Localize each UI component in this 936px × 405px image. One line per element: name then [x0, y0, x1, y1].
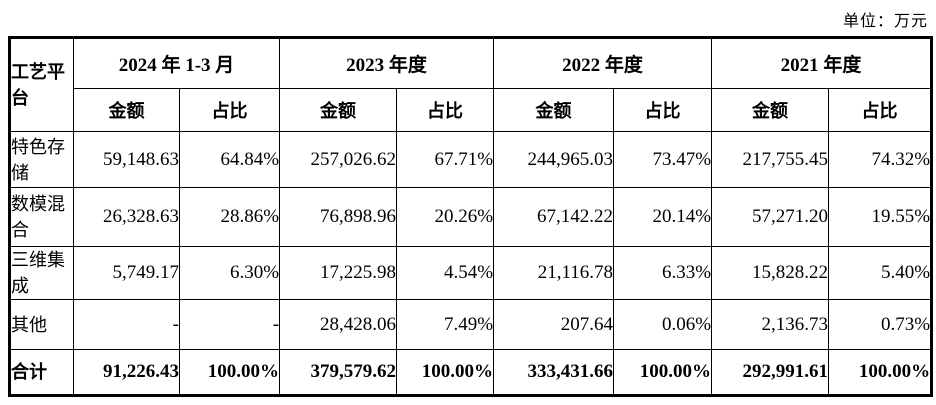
row-label-total: 合计 — [9, 349, 74, 396]
amount-cell: 67,142.22 — [493, 187, 615, 247]
col-group-2024: 2024 年 1-3 月 — [72, 37, 281, 89]
percent-cell: 73.47% — [613, 131, 713, 188]
row-label: 其他 — [9, 299, 74, 350]
percent-cell: 20.14% — [613, 187, 713, 247]
table-row-mixed-signal: 数模混合 26,328.63 28.86% 76,898.96 20.26% 6… — [9, 187, 933, 247]
col-subheader-amount-2024: 金额 — [73, 88, 180, 132]
amount-cell: 17,225.98 — [279, 246, 398, 300]
amount-cell: 28,428.06 — [279, 299, 398, 350]
col-subheader-ratio-2022: 占比 — [613, 88, 713, 132]
amount-cell: 2,136.73 — [711, 299, 830, 350]
percent-cell: 100.00% — [613, 349, 713, 396]
table-row-3d-integration: 三维集成 5,749.17 6.30% 17,225.98 4.54% 21,1… — [9, 246, 933, 300]
amount-cell: 257,026.62 — [279, 131, 398, 188]
amount-cell: 59,148.63 — [73, 131, 180, 188]
amount-cell: 379,579.62 — [279, 349, 398, 396]
col-group-2022: 2022 年度 — [493, 37, 713, 89]
col-subheader-ratio-2021: 占比 — [828, 88, 933, 132]
amount-cell: 15,828.22 — [711, 246, 830, 300]
col-group-2021: 2021 年度 — [711, 37, 933, 89]
percent-cell: 20.26% — [396, 187, 495, 247]
percent-cell: 0.73% — [828, 299, 933, 350]
percent-cell: 100.00% — [396, 349, 495, 396]
amount-cell: 5,749.17 — [73, 246, 180, 300]
unit-label: 单位：万元 — [842, 13, 928, 30]
percent-cell: 64.84% — [178, 131, 281, 188]
amount-cell: 21,116.78 — [493, 246, 615, 300]
header-row-measures: 金额 占比 金额 占比 金额 占比 金额 占比 — [10, 88, 933, 132]
col-subheader-amount-2023: 金额 — [279, 88, 398, 132]
row-label: 三维集成 — [9, 246, 74, 300]
col-subheader-amount-2022: 金额 — [493, 88, 615, 132]
percent-cell: 6.33% — [613, 246, 713, 300]
amount-cell: 292,991.61 — [711, 349, 830, 396]
percent-cell: 6.30% — [178, 246, 281, 300]
table-row-special-storage: 特色存储 59,148.63 64.84% 257,026.62 67.71% … — [9, 131, 933, 188]
col-subheader-ratio-2023: 占比 — [396, 88, 495, 132]
process-platform-revenue-table: 工艺平台 2024 年 1-3 月 2023 年度 2022 年度 2021 年… — [8, 36, 934, 397]
col-subheader-amount-2021: 金额 — [711, 88, 830, 132]
col-subheader-ratio-2024: 占比 — [178, 88, 281, 132]
percent-cell: 28.86% — [178, 187, 281, 247]
percent-cell: 74.32% — [828, 131, 933, 188]
percent-cell: 19.55% — [828, 187, 933, 247]
col-group-2023: 2023 年度 — [279, 37, 495, 89]
amount-cell: 57,271.20 — [711, 187, 830, 247]
percent-cell: - — [178, 299, 281, 350]
amount-cell: 244,965.03 — [493, 131, 615, 188]
table-row-total: 合计 91,226.43 100.00% 379,579.62 100.00% … — [9, 349, 933, 396]
percent-cell: 100.00% — [828, 349, 933, 396]
amount-cell: - — [73, 299, 180, 350]
amount-cell: 333,431.66 — [493, 349, 615, 396]
percent-cell: 100.00% — [178, 349, 281, 396]
percent-cell: 67.71% — [396, 131, 495, 188]
row-label: 特色存储 — [9, 131, 74, 188]
table-row-other: 其他 - - 28,428.06 7.49% 207.64 0.06% 2,13… — [9, 299, 933, 350]
percent-cell: 0.06% — [613, 299, 713, 350]
amount-cell: 26,328.63 — [73, 187, 180, 247]
percent-cell: 7.49% — [396, 299, 495, 350]
amount-cell: 91,226.43 — [73, 349, 180, 396]
amount-cell: 207.64 — [493, 299, 615, 350]
header-row-periods: 工艺平台 2024 年 1-3 月 2023 年度 2022 年度 2021 年… — [9, 37, 933, 132]
amount-cell: 76,898.96 — [279, 187, 398, 247]
percent-cell: 4.54% — [396, 246, 495, 300]
row-label: 数模混合 — [9, 187, 74, 247]
amount-cell: 217,755.45 — [711, 131, 830, 188]
percent-cell: 5.40% — [828, 246, 933, 300]
corner-header-platform: 工艺平台 — [9, 37, 74, 132]
